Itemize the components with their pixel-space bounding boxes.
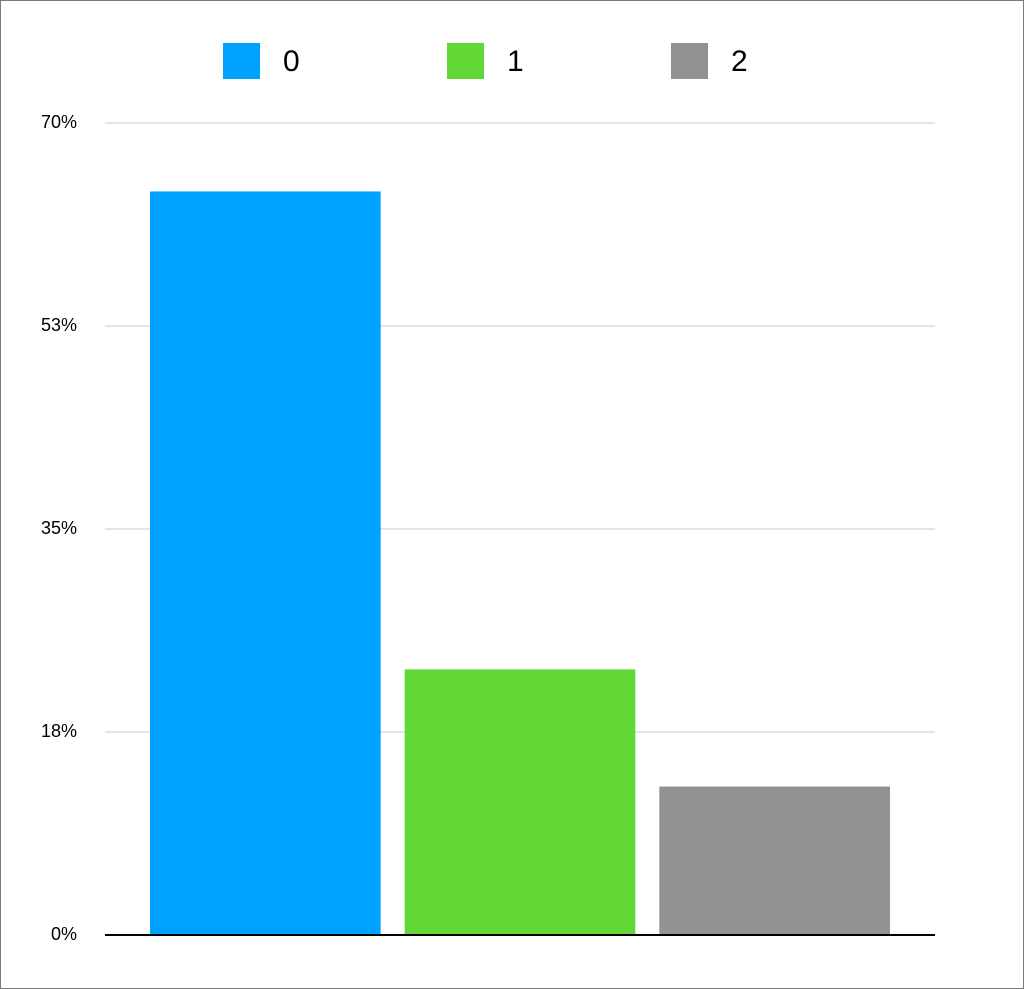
y-tick-label: 53% bbox=[41, 315, 77, 335]
y-tick-label: 70% bbox=[41, 112, 77, 132]
legend-swatch bbox=[447, 43, 484, 79]
legend-swatch bbox=[223, 43, 260, 79]
y-tick-label: 35% bbox=[41, 518, 77, 538]
y-tick-label: 18% bbox=[41, 721, 77, 741]
bar bbox=[404, 669, 636, 935]
legend-label: 2 bbox=[731, 45, 748, 78]
legend-label: 1 bbox=[507, 45, 524, 78]
bar bbox=[150, 191, 381, 935]
y-tick-label: 0% bbox=[51, 924, 77, 944]
legend-swatch bbox=[671, 43, 708, 79]
bar bbox=[659, 786, 890, 935]
legend-label: 0 bbox=[283, 45, 300, 78]
